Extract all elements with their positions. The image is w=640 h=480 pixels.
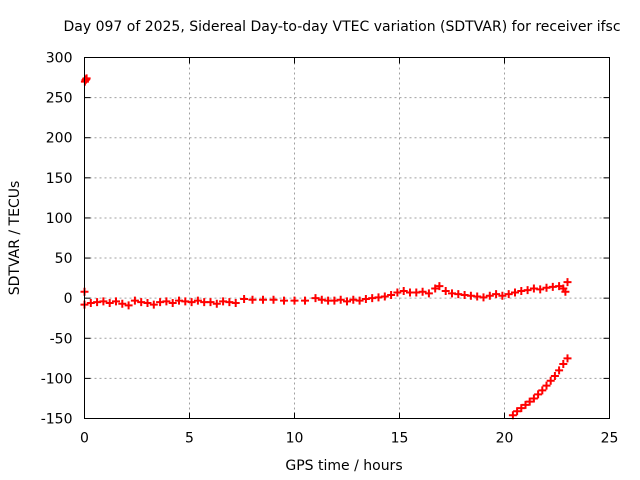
data-point [563,278,572,287]
data-point [508,411,517,420]
data-point [563,354,572,363]
y-tick-label: 200 [46,131,73,147]
data-point [143,298,152,307]
chart-title: Day 097 of 2025, Sidereal Day-to-day VTE… [63,19,620,35]
data-point [538,386,547,395]
x-axis-label: GPS time / hours [285,458,402,474]
y-tick-label: 100 [46,211,73,227]
x-tick-label: 15 [391,431,409,447]
data-point [479,293,488,302]
y-tick-label: -150 [41,412,73,428]
data-point [105,298,114,307]
x-tick-label: 5 [185,431,194,447]
data-point [517,404,526,413]
data-point [301,296,309,305]
plot-frame [84,57,610,419]
data-point [555,282,564,291]
y-tick-label: 300 [46,51,73,67]
data-point [206,298,215,307]
data-point [82,74,91,83]
y-tick-label: 150 [46,171,73,187]
data-point [498,291,507,300]
data-point [529,394,538,403]
data-point [555,366,564,375]
data-point [193,296,202,305]
data-point [269,295,278,304]
data-point [168,298,177,307]
data-point [187,298,196,307]
data-point [418,287,427,296]
ticks-layer: 0 5 10 15 20 25 -150 -100 -50 0 50 100 150 200 250 300 [41,51,619,447]
data-point [290,296,299,305]
data-point [521,400,530,409]
data-point [441,286,450,295]
data-point [343,297,351,306]
data-point [124,301,133,310]
data-point [259,295,267,304]
data-point [542,381,551,390]
data-point [380,292,389,301]
data-point [561,287,570,296]
data-point [550,371,559,380]
data-point [336,295,345,304]
data-point [559,359,568,368]
x-tick-label: 0 [80,431,89,447]
x-tick-label: 10 [286,431,304,447]
data-point [280,296,288,305]
data-point [393,288,402,297]
grid-layer [84,57,610,419]
data-point [130,296,139,305]
data-point [387,290,396,299]
data-point [149,300,158,309]
data-point [523,286,532,295]
points-layer [80,74,572,420]
data-point [112,297,120,306]
data-point [513,407,522,416]
data-point [248,295,257,304]
data-point [525,397,534,406]
data-point [212,299,221,308]
data-point [399,286,408,295]
y-tick-label: 250 [46,91,73,107]
data-point [162,297,171,306]
y-tick-label: 0 [64,291,73,307]
data-point [511,288,519,297]
data-point [231,298,240,307]
y-tick-label: -50 [50,331,73,347]
data-point [424,289,433,298]
data-point [485,291,494,300]
data-point [355,296,364,305]
data-point [492,290,501,299]
data-point [435,282,444,291]
x-tick-label: 25 [601,431,619,447]
y-tick-label: 50 [55,251,73,267]
y-tick-label: -100 [41,371,73,387]
data-point [99,297,108,306]
x-tick-label: 20 [496,431,514,447]
data-point [504,290,513,299]
data-point [240,294,249,303]
data-point [534,390,543,399]
data-point [536,285,545,294]
data-point [311,294,320,303]
data-point [431,284,440,293]
data-point [546,376,555,385]
y-axis-label: SDTVAR / TECUs [7,181,23,296]
data-point [118,299,127,308]
